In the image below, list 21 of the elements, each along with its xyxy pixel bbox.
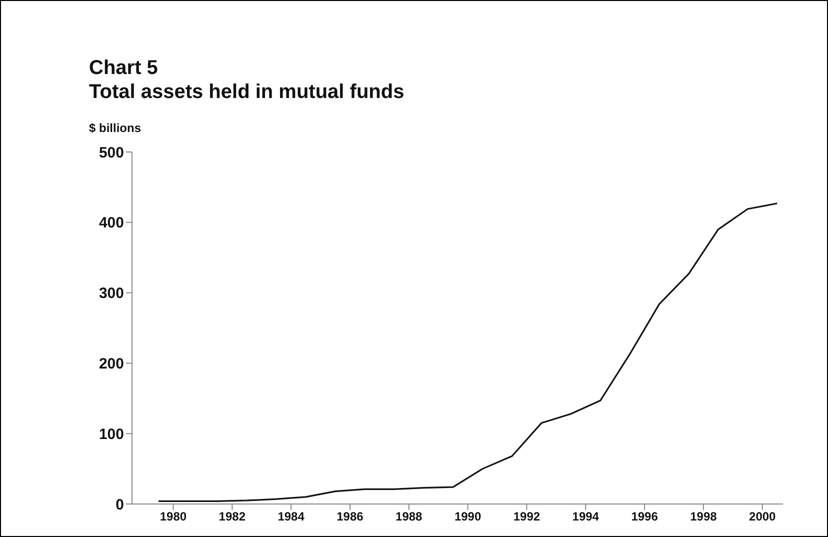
x-tick-label: 2000 bbox=[749, 510, 776, 524]
x-tick-label: 1994 bbox=[572, 510, 600, 524]
y-tick-label: 400 bbox=[98, 214, 124, 232]
y-axis-title: $ billions bbox=[89, 121, 142, 135]
chart-subtitle: Total assets held in mutual funds bbox=[89, 81, 404, 104]
y-tick-label: 300 bbox=[98, 285, 124, 302]
line-series bbox=[158, 202, 778, 502]
x-tick-label: 1982 bbox=[218, 510, 246, 524]
x-tick-label: 1998 bbox=[690, 510, 718, 524]
y-tick-label: 0 bbox=[116, 496, 124, 514]
x-tick-label: 1980 bbox=[160, 510, 187, 524]
x-tick-label: 1992 bbox=[513, 510, 540, 524]
y-tick-label: 200 bbox=[98, 356, 124, 373]
x-tick-label: 1990 bbox=[454, 510, 482, 524]
y-tick-label: 500 bbox=[98, 144, 124, 162]
x-tick-label: 1984 bbox=[278, 510, 305, 524]
x-tick-label: 1988 bbox=[396, 510, 423, 524]
y-tick-label: 100 bbox=[98, 426, 124, 443]
x-tick-label: 1986 bbox=[336, 510, 364, 524]
x-tick-label: 1996 bbox=[631, 510, 658, 524]
chart-title: Chart 5 bbox=[89, 57, 158, 80]
